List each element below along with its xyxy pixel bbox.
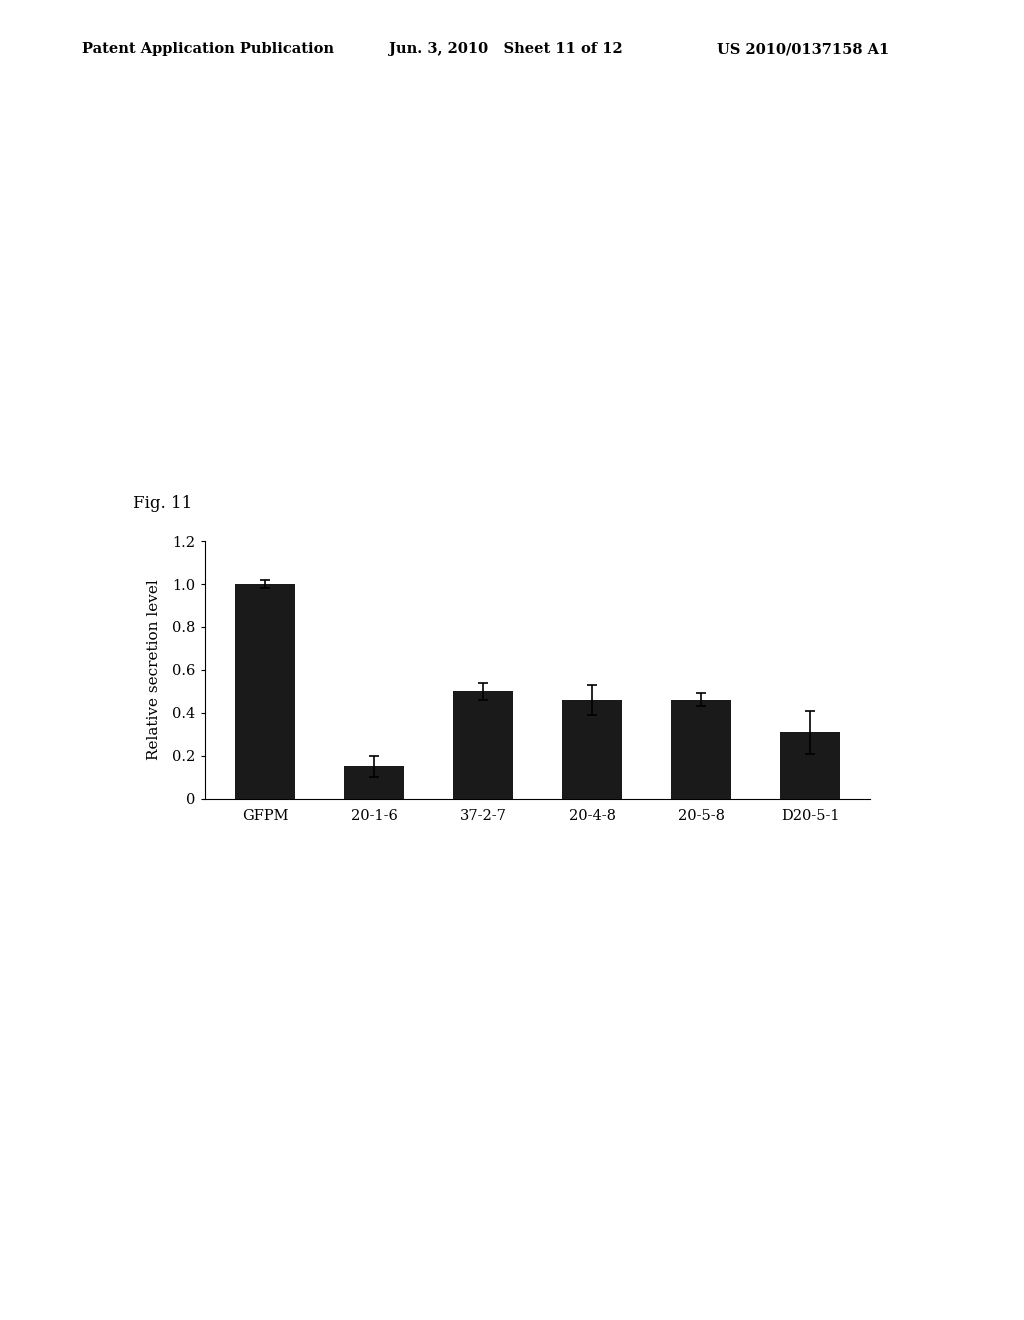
Text: Fig. 11: Fig. 11 (133, 495, 193, 512)
Bar (671, 700, 731, 799)
Bar (453, 692, 513, 799)
Bar (780, 733, 840, 799)
Bar (562, 700, 623, 799)
Bar (236, 583, 295, 799)
Text: Patent Application Publication: Patent Application Publication (82, 42, 334, 57)
Text: US 2010/0137158 A1: US 2010/0137158 A1 (717, 42, 889, 57)
Text: Jun. 3, 2010   Sheet 11 of 12: Jun. 3, 2010 Sheet 11 of 12 (389, 42, 623, 57)
Y-axis label: Relative secretion level: Relative secretion level (146, 579, 161, 760)
Bar (344, 767, 404, 799)
